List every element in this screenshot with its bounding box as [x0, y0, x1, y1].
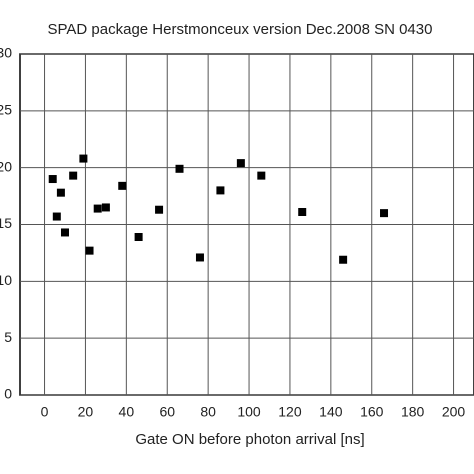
- data-point: [155, 205, 164, 214]
- data-point: [52, 212, 61, 221]
- x-tick-label: 40: [119, 404, 135, 420]
- data-point: [298, 207, 307, 216]
- data-point: [257, 171, 266, 180]
- data-point: [101, 203, 110, 212]
- y-tick-label: 10: [0, 272, 12, 288]
- data-point: [236, 159, 245, 168]
- chart-title: SPAD package Herstmonceux version Dec.20…: [48, 21, 433, 38]
- data-point: [195, 253, 204, 262]
- data-point: [79, 154, 88, 163]
- data-point: [56, 188, 65, 197]
- x-tick-label: 0: [41, 404, 49, 420]
- y-tick-label: 20: [0, 158, 12, 174]
- x-tick-label: 180: [401, 404, 425, 420]
- x-tick-label: 80: [200, 404, 216, 420]
- x-tick-label: 60: [159, 404, 175, 420]
- data-point: [339, 255, 348, 264]
- data-point: [216, 186, 225, 195]
- y-tick-label: 30: [0, 45, 12, 61]
- y-tick-label: 15: [0, 215, 12, 231]
- x-tick-label: 140: [319, 404, 343, 420]
- x-tick-label: 20: [78, 404, 94, 420]
- data-point: [60, 228, 69, 237]
- data-point: [48, 175, 57, 184]
- data-point: [93, 204, 102, 213]
- data-point: [69, 171, 78, 180]
- data-point: [380, 209, 389, 218]
- data-point: [85, 246, 94, 255]
- x-tick-label: 200: [442, 404, 466, 420]
- y-tick-label: 5: [4, 329, 12, 345]
- x-tick-label: 160: [360, 404, 384, 420]
- x-axis-label: Gate ON before photon arrival [ns]: [135, 431, 364, 448]
- x-tick-label: 120: [278, 404, 302, 420]
- x-tick-label: 100: [237, 404, 261, 420]
- data-point: [118, 181, 127, 190]
- y-tick-label: 0: [4, 386, 12, 402]
- data-point: [175, 164, 184, 173]
- y-tick-label: 25: [0, 102, 12, 118]
- data-point: [134, 233, 143, 242]
